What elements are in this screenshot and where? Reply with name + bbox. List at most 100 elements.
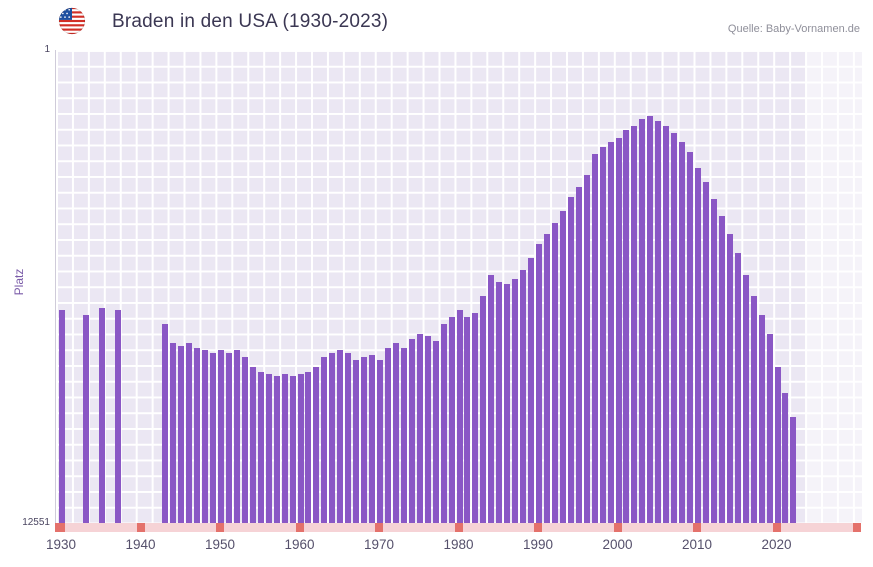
bar-1962[interactable] xyxy=(313,366,320,523)
bar-2008[interactable] xyxy=(679,142,686,523)
bar-1948[interactable] xyxy=(202,350,209,523)
bar-1937[interactable] xyxy=(114,310,121,523)
bar-1993[interactable] xyxy=(559,210,566,523)
x-tick-1950: 1950 xyxy=(204,537,236,552)
bar-1947[interactable] xyxy=(194,348,201,523)
bar-1986[interactable] xyxy=(504,284,511,523)
bar-1991[interactable] xyxy=(543,234,550,523)
x-tick-1960: 1960 xyxy=(284,537,315,552)
bar-1974[interactable] xyxy=(408,338,415,523)
bar-1976[interactable] xyxy=(424,336,431,523)
bar-2001[interactable] xyxy=(623,130,630,523)
plot-area xyxy=(55,50,862,523)
bar-2012[interactable] xyxy=(710,199,717,523)
bar-1970[interactable] xyxy=(377,359,383,523)
bar-1963[interactable] xyxy=(321,357,328,523)
bar-1935[interactable] xyxy=(98,307,105,523)
bar-1992[interactable] xyxy=(551,222,558,523)
axis-strip-mark-1940 xyxy=(136,523,145,532)
bar-1954[interactable] xyxy=(249,366,256,523)
bar-1980[interactable] xyxy=(456,310,463,523)
bar-1989[interactable] xyxy=(528,258,535,523)
bar-2018[interactable] xyxy=(758,314,765,523)
bar-1996[interactable] xyxy=(583,175,590,523)
bar-1985[interactable] xyxy=(496,281,503,523)
bar-1949[interactable] xyxy=(210,352,217,523)
bar-1956[interactable] xyxy=(265,374,272,523)
bar-2021[interactable] xyxy=(782,392,789,523)
axis-strip-mark-1990 xyxy=(534,523,542,532)
bar-1988[interactable] xyxy=(520,269,527,523)
bar-2015[interactable] xyxy=(734,253,741,523)
bar-1972[interactable] xyxy=(392,343,399,523)
y-tick-top: 1 xyxy=(44,44,50,55)
bar-1997[interactable] xyxy=(591,154,598,523)
bar-1953[interactable] xyxy=(241,357,248,523)
bar-2002[interactable] xyxy=(631,125,638,523)
bar-1982[interactable] xyxy=(472,312,479,523)
bar-1994[interactable] xyxy=(567,196,574,523)
bar-2007[interactable] xyxy=(671,132,678,523)
bar-1950[interactable] xyxy=(218,350,224,523)
bar-2003[interactable] xyxy=(639,118,646,523)
bar-2016[interactable] xyxy=(742,274,749,523)
bar-1975[interactable] xyxy=(416,333,423,523)
bar-1951[interactable] xyxy=(225,352,232,523)
axis-strip-mark-1970 xyxy=(375,523,383,532)
bar-2004[interactable] xyxy=(647,116,654,523)
bar-1969[interactable] xyxy=(369,355,376,523)
x-tick-1930: 1930 xyxy=(45,537,77,552)
bar-1959[interactable] xyxy=(289,376,296,523)
bar-1946[interactable] xyxy=(186,343,193,523)
bar-1987[interactable] xyxy=(512,279,519,523)
bar-2005[interactable] xyxy=(655,120,662,523)
bar-1979[interactable] xyxy=(448,317,455,523)
bar-2010[interactable] xyxy=(695,168,701,523)
bar-2022[interactable] xyxy=(790,416,797,523)
bar-2017[interactable] xyxy=(750,295,757,523)
bar-2011[interactable] xyxy=(702,182,709,523)
bar-1955[interactable] xyxy=(257,371,264,523)
bar-1995[interactable] xyxy=(575,187,582,523)
bar-1973[interactable] xyxy=(400,348,407,523)
bar-1966[interactable] xyxy=(345,352,352,523)
axis-strip-mark-2020 xyxy=(772,523,781,532)
bar-1981[interactable] xyxy=(464,317,471,523)
x-tick-2020: 2020 xyxy=(761,537,792,552)
bar-1990[interactable] xyxy=(536,243,542,523)
bar-1978[interactable] xyxy=(440,324,447,523)
bar-1943[interactable] xyxy=(162,324,169,523)
bar-1933[interactable] xyxy=(82,314,89,523)
bar-1945[interactable] xyxy=(178,345,185,523)
bar-1958[interactable] xyxy=(281,374,288,523)
bar-1965[interactable] xyxy=(337,350,344,523)
y-tick-bottom: 12551 xyxy=(22,517,50,528)
bar-2006[interactable] xyxy=(663,125,670,523)
bar-1971[interactable] xyxy=(384,348,391,523)
bar-1964[interactable] xyxy=(329,352,336,523)
bar-1944[interactable] xyxy=(170,343,177,523)
bar-1957[interactable] xyxy=(273,376,280,523)
bar-1961[interactable] xyxy=(305,371,312,523)
bar-1977[interactable] xyxy=(432,340,439,523)
bar-1984[interactable] xyxy=(488,274,495,523)
bar-1999[interactable] xyxy=(607,142,614,523)
bar-1952[interactable] xyxy=(233,350,240,523)
x-axis-ticks: 1930 1940 1950 1960 1970 1980 1990 2000 2010 2020 xyxy=(46,537,861,559)
bar-1960[interactable] xyxy=(297,374,304,523)
bar-1983[interactable] xyxy=(480,295,487,523)
x-tick-1940: 1940 xyxy=(125,537,156,552)
bar-1998[interactable] xyxy=(599,146,606,523)
bar-1967[interactable] xyxy=(353,359,360,523)
bar-2013[interactable] xyxy=(718,215,725,523)
bar-1968[interactable] xyxy=(361,357,368,523)
bar-1930[interactable] xyxy=(59,310,65,523)
x-tick-1980: 1980 xyxy=(443,537,474,552)
bar-2000[interactable] xyxy=(615,137,622,523)
bar-2014[interactable] xyxy=(726,234,733,523)
axis-strip-mark-1960 xyxy=(295,523,304,532)
bar-2019[interactable] xyxy=(766,333,773,523)
bar-2009[interactable] xyxy=(687,151,694,523)
source-attribution: Quelle: Baby-Vornamen.de xyxy=(727,23,860,35)
bar-2020[interactable] xyxy=(774,366,781,523)
